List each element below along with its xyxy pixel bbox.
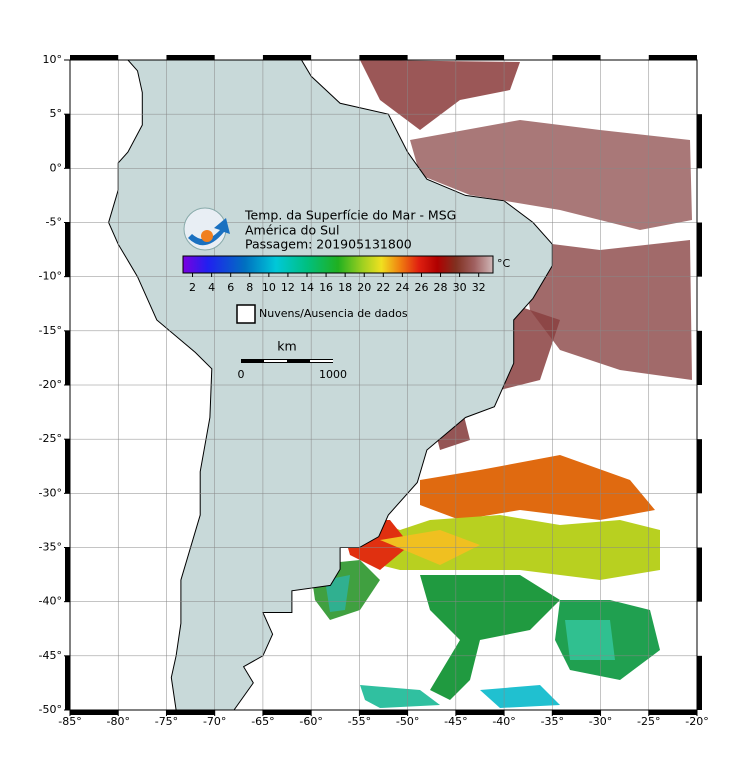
legend-label: Nuvens/Ausencia de dados — [259, 307, 408, 320]
lon-tick-label: -40° — [492, 715, 515, 728]
title-line: Passagem: 201905131800 — [245, 237, 412, 252]
frame-segment — [648, 55, 697, 60]
colorbar-tick-label: 4 — [208, 281, 215, 294]
frame-segment — [65, 439, 70, 494]
frame-segment — [697, 547, 702, 602]
lat-tick-label: -15° — [39, 324, 62, 337]
colorbar — [182, 255, 494, 274]
lat-tick-label: -35° — [39, 541, 62, 554]
colorbar-tick-label: 20 — [357, 281, 371, 294]
lon-tick-label: -85° — [58, 715, 81, 728]
frame-segment — [65, 222, 70, 277]
colorbar-unit: °C — [497, 257, 511, 270]
lat-tick-label: -40° — [39, 595, 62, 608]
lon-tick-label: -50° — [396, 715, 419, 728]
colorbar-tick-label: 24 — [395, 281, 409, 294]
frame-segment — [455, 55, 505, 60]
frame-segment — [262, 710, 312, 715]
lon-tick-label: -75° — [155, 715, 178, 728]
lat-tick-label: -30° — [39, 486, 62, 499]
colorbar-tick-label: 22 — [376, 281, 390, 294]
colorbar-tick-label: 14 — [300, 281, 314, 294]
frame-segment — [166, 710, 215, 715]
lon-tick-label: -30° — [589, 715, 612, 728]
lat-tick-label: -25° — [39, 432, 62, 445]
colorbar-tick-label: 12 — [281, 281, 295, 294]
frame-segment — [359, 710, 408, 715]
frame-segment — [552, 710, 601, 715]
lat-tick-label: -50° — [39, 703, 62, 716]
lat-tick-label: 0° — [50, 161, 63, 174]
frame-segment — [65, 114, 70, 169]
frame-segment — [455, 710, 505, 715]
lon-tick-label: -80° — [106, 715, 129, 728]
lon-tick-label: -45° — [444, 715, 467, 728]
frame-segment — [70, 55, 119, 60]
lon-tick-label: -20° — [685, 715, 708, 728]
scale-bar — [310, 360, 333, 362]
lon-tick-label: -60° — [299, 715, 322, 728]
title-line: América do Sul — [245, 223, 339, 238]
colorbar-tick-label: 8 — [246, 281, 253, 294]
lon-tick-label: -65° — [251, 715, 274, 728]
colorbar-tick-label: 32 — [472, 281, 486, 294]
colorbar-tick-label: 30 — [453, 281, 467, 294]
legend-swatch — [236, 304, 256, 324]
scale-label: 1000 — [319, 368, 347, 381]
lon-tick-label: -25° — [637, 715, 660, 728]
scale-bar — [264, 360, 287, 362]
frame-segment — [65, 330, 70, 385]
frame-segment — [262, 55, 312, 60]
scale-title: km — [277, 339, 296, 354]
colorbar-tick-label: 18 — [338, 281, 352, 294]
lat-tick-label: -20° — [39, 378, 62, 391]
frame-segment — [166, 55, 215, 60]
frame-segment — [697, 330, 702, 385]
frame-segment — [70, 710, 119, 715]
sst-field — [310, 60, 692, 708]
colorbar-tick-label: 10 — [262, 281, 276, 294]
scale-label: 0 — [238, 368, 245, 381]
lat-tick-label: 10° — [43, 53, 63, 66]
frame-segment — [359, 55, 408, 60]
frame-segment — [65, 655, 70, 710]
frame-segment — [697, 439, 702, 494]
frame-segment — [552, 55, 601, 60]
frame-segment — [697, 222, 702, 277]
logo — [183, 207, 230, 251]
lon-tick-label: -55° — [348, 715, 371, 728]
frame-segment — [65, 547, 70, 602]
lat-tick-label: -45° — [39, 649, 62, 662]
colorbar-tick-label: 26 — [414, 281, 428, 294]
colorbar-tick-label: 6 — [227, 281, 234, 294]
lon-tick-label: -35° — [541, 715, 564, 728]
frame-segment — [648, 710, 697, 715]
title-line: Temp. da Superfície do Mar - MSG — [244, 208, 456, 223]
lat-tick-label: 5° — [50, 107, 63, 120]
frame-segment — [697, 655, 702, 710]
lon-tick-label: -70° — [203, 715, 226, 728]
lat-tick-label: -5° — [46, 216, 62, 229]
colorbar-tick-label: 2 — [189, 281, 196, 294]
colorbar-tick-label: 28 — [434, 281, 448, 294]
lat-tick-label: -10° — [39, 270, 62, 283]
frame-segment — [697, 114, 702, 169]
colorbar-tick-label: 16 — [319, 281, 333, 294]
